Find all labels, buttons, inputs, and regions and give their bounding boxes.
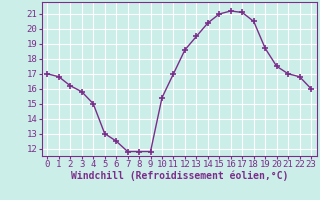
X-axis label: Windchill (Refroidissement éolien,°C): Windchill (Refroidissement éolien,°C) bbox=[70, 171, 288, 181]
